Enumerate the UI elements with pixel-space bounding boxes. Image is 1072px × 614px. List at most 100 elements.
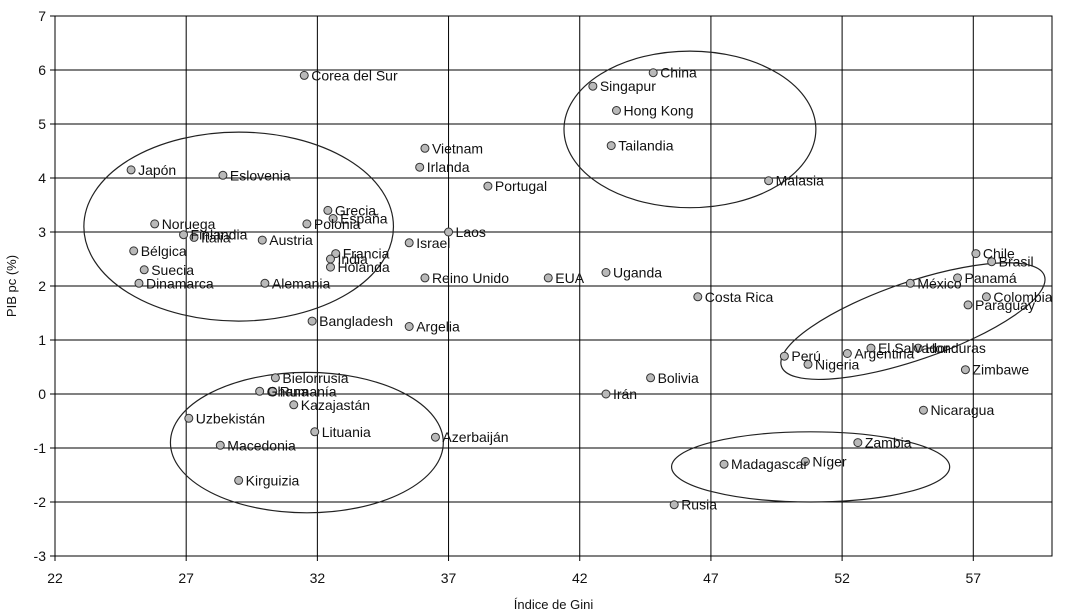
point-label: Kirguizia	[246, 472, 300, 488]
point-label: Madagascar	[731, 456, 808, 472]
x-tick-label: 22	[47, 570, 63, 586]
data-point	[139, 265, 149, 275]
x-tick-label: 32	[310, 570, 326, 586]
point-label: Alemania	[272, 275, 331, 291]
y-axis-label: PIB pc (%)	[4, 255, 19, 317]
y-tick-label: 6	[38, 62, 46, 78]
data-point	[404, 322, 414, 331]
point-label: México	[917, 275, 962, 291]
point-label: Singapur	[600, 78, 656, 94]
data-point	[669, 500, 679, 510]
point-label: Finlandia	[191, 227, 248, 243]
point-label: Dinamarca	[146, 275, 214, 291]
data-point	[853, 438, 863, 448]
data-point	[981, 292, 991, 302]
point-label: Chile	[983, 246, 1015, 262]
y-tick-label: -2	[34, 494, 47, 510]
point-label: Hong Kong	[623, 103, 693, 119]
data-point	[260, 278, 270, 288]
data-point	[299, 70, 309, 80]
cluster-ellipse	[563, 50, 817, 209]
data-point	[257, 235, 267, 245]
point-label: El Salvador	[878, 340, 950, 356]
x-tick-label: 47	[703, 570, 719, 586]
point-label: Malasia	[776, 173, 824, 189]
point-label: Níger	[812, 454, 847, 470]
data-point	[693, 292, 703, 302]
data-point	[328, 214, 338, 223]
data-point	[987, 257, 997, 267]
point-label: Nigeria	[815, 356, 860, 372]
point-label: Irán	[613, 386, 637, 402]
point-label: Reino Unido	[432, 270, 509, 286]
data-point	[918, 405, 928, 415]
x-tick-label: 27	[178, 570, 194, 586]
data-point	[779, 351, 789, 361]
point-label: China	[660, 65, 697, 81]
data-point	[646, 373, 656, 383]
point-label: Macedonia	[227, 437, 296, 453]
point-label: Austria	[269, 232, 313, 248]
data-point	[953, 273, 963, 283]
point-label: Bélgica	[141, 243, 187, 259]
data-points	[126, 68, 997, 510]
data-point	[255, 386, 265, 396]
point-label: Irlanda	[427, 159, 470, 175]
y-tick-label: -1	[34, 440, 47, 456]
data-point	[960, 365, 970, 375]
point-label: Corea del Sur	[311, 67, 398, 83]
data-point	[404, 238, 414, 248]
data-point	[588, 81, 598, 91]
point-label: Paraguay	[975, 297, 1035, 313]
x-axis-label: Índice de Gini	[514, 597, 594, 612]
data-point	[234, 475, 244, 485]
data-point	[543, 273, 553, 283]
data-point	[129, 246, 139, 256]
point-label: Bolivia	[658, 370, 699, 386]
point-label: Honduras	[925, 340, 986, 356]
data-point	[648, 68, 658, 78]
point-label: Kazajastán	[301, 397, 370, 413]
data-point	[184, 413, 194, 423]
point-label: Japón	[138, 162, 176, 178]
point-label: Bielorrusia	[282, 370, 348, 386]
data-point	[601, 268, 611, 277]
data-point	[268, 386, 278, 396]
data-point	[842, 349, 852, 358]
point-label: Uzbekistán	[196, 410, 265, 426]
x-tick-label: 57	[966, 570, 982, 586]
data-point	[606, 141, 616, 151]
data-point	[971, 249, 981, 259]
point-label: India	[337, 251, 368, 267]
point-label: Ghana	[267, 383, 309, 399]
data-point	[800, 457, 810, 466]
point-label: Holanda	[337, 259, 389, 275]
data-point	[913, 343, 923, 353]
point-label: Costa Rica	[705, 289, 774, 305]
data-point	[420, 143, 430, 153]
data-point	[415, 162, 425, 172]
cluster-ellipses	[83, 50, 1046, 514]
x-tick-label: 42	[572, 570, 588, 586]
point-label: Bangladesh	[319, 313, 393, 329]
cluster-ellipse	[83, 131, 395, 322]
data-point	[444, 227, 454, 237]
data-point	[307, 316, 317, 326]
y-tick-label: 3	[38, 224, 46, 240]
data-point	[483, 181, 493, 191]
point-label: Rusia	[681, 497, 717, 513]
point-label: Italia	[201, 229, 231, 245]
x-tick-label: 37	[441, 570, 457, 586]
data-point	[270, 373, 280, 383]
point-label: Portugal	[495, 178, 547, 194]
point-label: Grecia	[335, 202, 376, 218]
point-label: Polonia	[314, 216, 361, 232]
point-label: Perú	[791, 348, 821, 364]
data-point	[803, 359, 813, 369]
data-point	[126, 165, 136, 175]
data-point	[150, 219, 160, 229]
data-point	[134, 278, 144, 288]
plot-frame	[54, 15, 1053, 557]
point-label: Laos	[456, 224, 486, 240]
